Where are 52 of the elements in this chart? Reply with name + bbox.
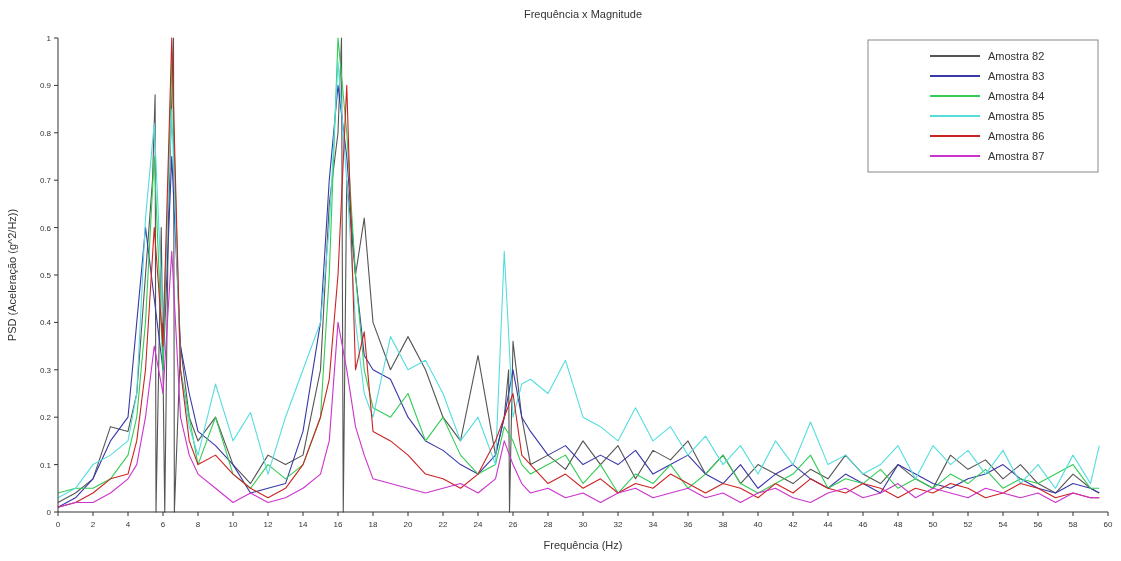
line-series	[57, 250, 1100, 508]
legend-label: Amostra 82	[988, 50, 1045, 62]
x-tick-label: 2	[90, 520, 96, 529]
x-tick-label: 32	[613, 520, 623, 529]
x-tick-label: 50	[928, 520, 938, 529]
x-tick-label: 48	[893, 520, 903, 529]
x-tick-label: 42	[788, 520, 798, 529]
x-tick-label: 12	[263, 520, 273, 529]
y-tick-label: 0.8	[39, 128, 52, 138]
x-tick-label: 4	[125, 520, 131, 529]
x-tick-label: 34	[648, 520, 658, 529]
x-tick-label: 46	[858, 520, 868, 529]
x-tick-label: 6	[160, 520, 166, 529]
y-tick-label: 0.4	[39, 318, 52, 328]
legend-label: Amostra 87	[988, 150, 1045, 162]
legend-label: Amostra 85	[988, 110, 1045, 122]
x-tick-label: 20	[403, 520, 413, 529]
x-tick-label: 0	[55, 520, 61, 529]
y-tick-label: 0.6	[39, 223, 52, 233]
x-tick-label: 54	[998, 520, 1008, 529]
x-tick-label: 8	[195, 520, 201, 529]
legend-label: Amostra 84	[988, 90, 1045, 102]
x-tick-label: 30	[578, 520, 588, 529]
x-tick-label: 38	[718, 520, 728, 529]
x-tick-label: 16	[333, 520, 343, 529]
x-tick-label: 18	[368, 520, 378, 529]
y-tick-label: 1	[46, 34, 52, 43]
x-tick-label: 52	[963, 520, 973, 529]
legend-label: Amostra 86	[988, 130, 1045, 142]
x-tick-label: 14	[298, 520, 308, 529]
x-tick-label: 40	[753, 520, 763, 529]
x-tick-label: 56	[1033, 520, 1043, 529]
chart-title: Frequência x Magnitude	[523, 8, 643, 20]
y-tick-label: 0.2	[39, 413, 52, 423]
y-tick-label: 0.1	[39, 460, 52, 470]
y-tick-label: 0	[46, 508, 52, 517]
x-tick-label: 44	[823, 520, 833, 529]
y-axis-title: PSD (Aceleração (g^2/Hz))	[6, 208, 18, 342]
y-tick-label: 0.5	[39, 271, 52, 280]
x-tick-label: 58	[1068, 520, 1078, 529]
x-tick-label: 26	[508, 520, 518, 529]
x-tick-label: 10	[228, 520, 238, 529]
x-tick-label: 22	[438, 520, 448, 529]
y-tick-label: 0.3	[39, 365, 52, 375]
x-tick-label: 24	[473, 520, 483, 529]
y-tick-label: 0.7	[39, 176, 52, 186]
x-axis-title: Frequência (Hz)	[543, 539, 623, 551]
x-tick-label: 60	[1103, 520, 1113, 529]
x-tick-label: 36	[683, 520, 693, 529]
y-tick-label: 0.9	[39, 81, 52, 91]
legend-label: Amostra 83	[988, 70, 1045, 82]
x-tick-label: 28	[543, 520, 553, 529]
